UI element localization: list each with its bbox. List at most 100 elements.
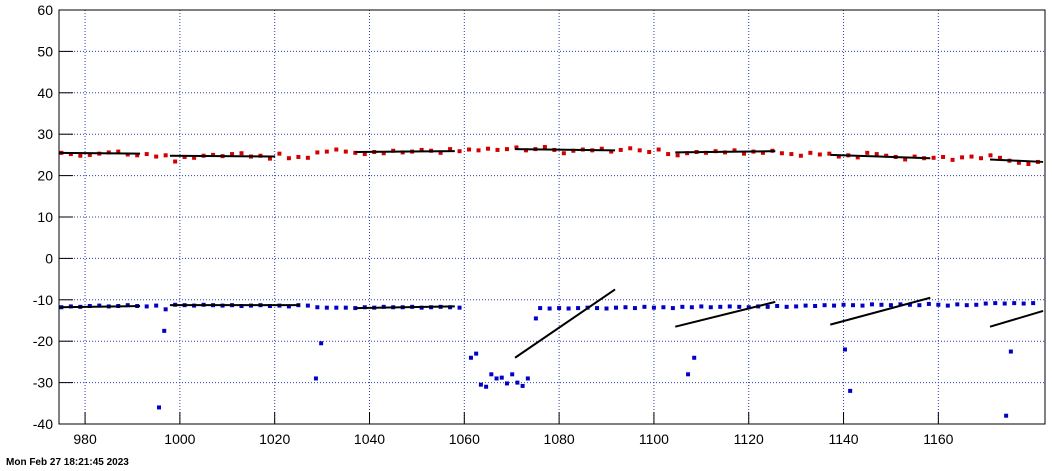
data-point: [997, 155, 1002, 160]
fit-line: [675, 300, 776, 328]
fit-line: [58, 151, 141, 155]
x-tick-label: 1040: [354, 431, 385, 447]
y-tick-label: 50: [37, 43, 53, 59]
data-point: [296, 154, 301, 159]
data-point: [362, 152, 367, 157]
data-point: [642, 304, 647, 309]
y-tick-label: -30: [33, 375, 53, 391]
data-point: [315, 150, 320, 155]
data-point: [504, 147, 509, 152]
data-point: [689, 305, 694, 310]
data-point: [353, 150, 358, 155]
fit-line: [515, 148, 616, 152]
data-point: [523, 148, 528, 153]
data-point: [851, 303, 856, 308]
data-point: [979, 156, 984, 161]
data-point: [647, 150, 652, 155]
data-point: [1026, 162, 1031, 167]
data-point: [765, 304, 770, 309]
data-point: [135, 153, 140, 158]
data-point: [381, 151, 386, 156]
data-point: [813, 304, 818, 309]
data-point: [230, 152, 235, 157]
data-point: [468, 355, 473, 360]
data-point: [798, 153, 803, 158]
data-point: [476, 148, 481, 153]
y-tick-label: 20: [37, 168, 53, 184]
data-point: [595, 306, 600, 311]
data-point: [438, 150, 443, 155]
data-point: [163, 307, 168, 312]
data-point: [313, 376, 318, 381]
data-point: [286, 304, 291, 309]
data-point: [334, 305, 339, 310]
data-point: [557, 306, 562, 311]
data-point: [917, 303, 922, 308]
data-point: [974, 302, 979, 307]
data-point: [520, 383, 525, 388]
data-point: [628, 146, 633, 151]
data-point: [898, 302, 903, 307]
data-point: [514, 145, 519, 150]
data-point: [525, 376, 530, 381]
x-tick-label: 980: [73, 431, 97, 447]
data-point: [305, 303, 310, 308]
data-point: [680, 304, 685, 309]
data-point: [888, 303, 893, 308]
data-point: [474, 351, 479, 356]
data-point: [68, 152, 73, 157]
data-point: [832, 303, 837, 308]
data-point: [784, 304, 789, 309]
data-point: [154, 303, 159, 308]
data-point: [779, 151, 784, 156]
data-point: [267, 156, 272, 161]
data-point: [841, 302, 846, 307]
data-point: [457, 305, 462, 310]
data-point: [489, 372, 494, 377]
data-point: [964, 303, 969, 308]
data-point: [737, 304, 742, 309]
data-point: [1008, 349, 1013, 354]
data-point: [192, 155, 197, 160]
data-point: [822, 303, 827, 308]
data-point: [993, 301, 998, 306]
data-point: [1021, 301, 1026, 306]
data-point: [609, 149, 614, 154]
timestamp: Mon Feb 27 18:21:45 2023: [6, 457, 129, 468]
data-point: [478, 382, 483, 387]
data-point: [775, 304, 780, 309]
data-point: [760, 150, 765, 155]
data-point: [484, 384, 489, 389]
fit-line: [675, 150, 776, 154]
fit-line: [989, 310, 1044, 328]
x-tick-label: 1120: [734, 431, 764, 447]
data-point: [494, 376, 499, 381]
data-point: [144, 152, 149, 157]
data-point: [457, 149, 462, 154]
data-point: [651, 305, 656, 310]
data-point: [533, 316, 538, 321]
data-point: [869, 302, 874, 307]
data-point: [884, 153, 889, 158]
data-point: [125, 303, 130, 308]
data-point: [495, 147, 500, 152]
data-point: [618, 147, 623, 152]
data-point: [467, 147, 472, 152]
x-tick-label: 1060: [449, 431, 480, 447]
fit-line: [355, 305, 455, 310]
data-point: [1004, 413, 1009, 418]
data-point: [803, 303, 808, 308]
data-point: [874, 152, 879, 157]
x-tick-label: 1080: [544, 431, 575, 447]
data-point: [941, 154, 946, 159]
data-point: [315, 305, 320, 310]
data-point: [486, 146, 491, 151]
data-point: [686, 372, 691, 377]
fit-line: [169, 154, 276, 158]
data-point: [510, 372, 515, 377]
fit-line: [830, 153, 931, 160]
data-point: [504, 381, 509, 386]
y-tick-label: 40: [37, 85, 53, 101]
data-point: [969, 154, 974, 159]
